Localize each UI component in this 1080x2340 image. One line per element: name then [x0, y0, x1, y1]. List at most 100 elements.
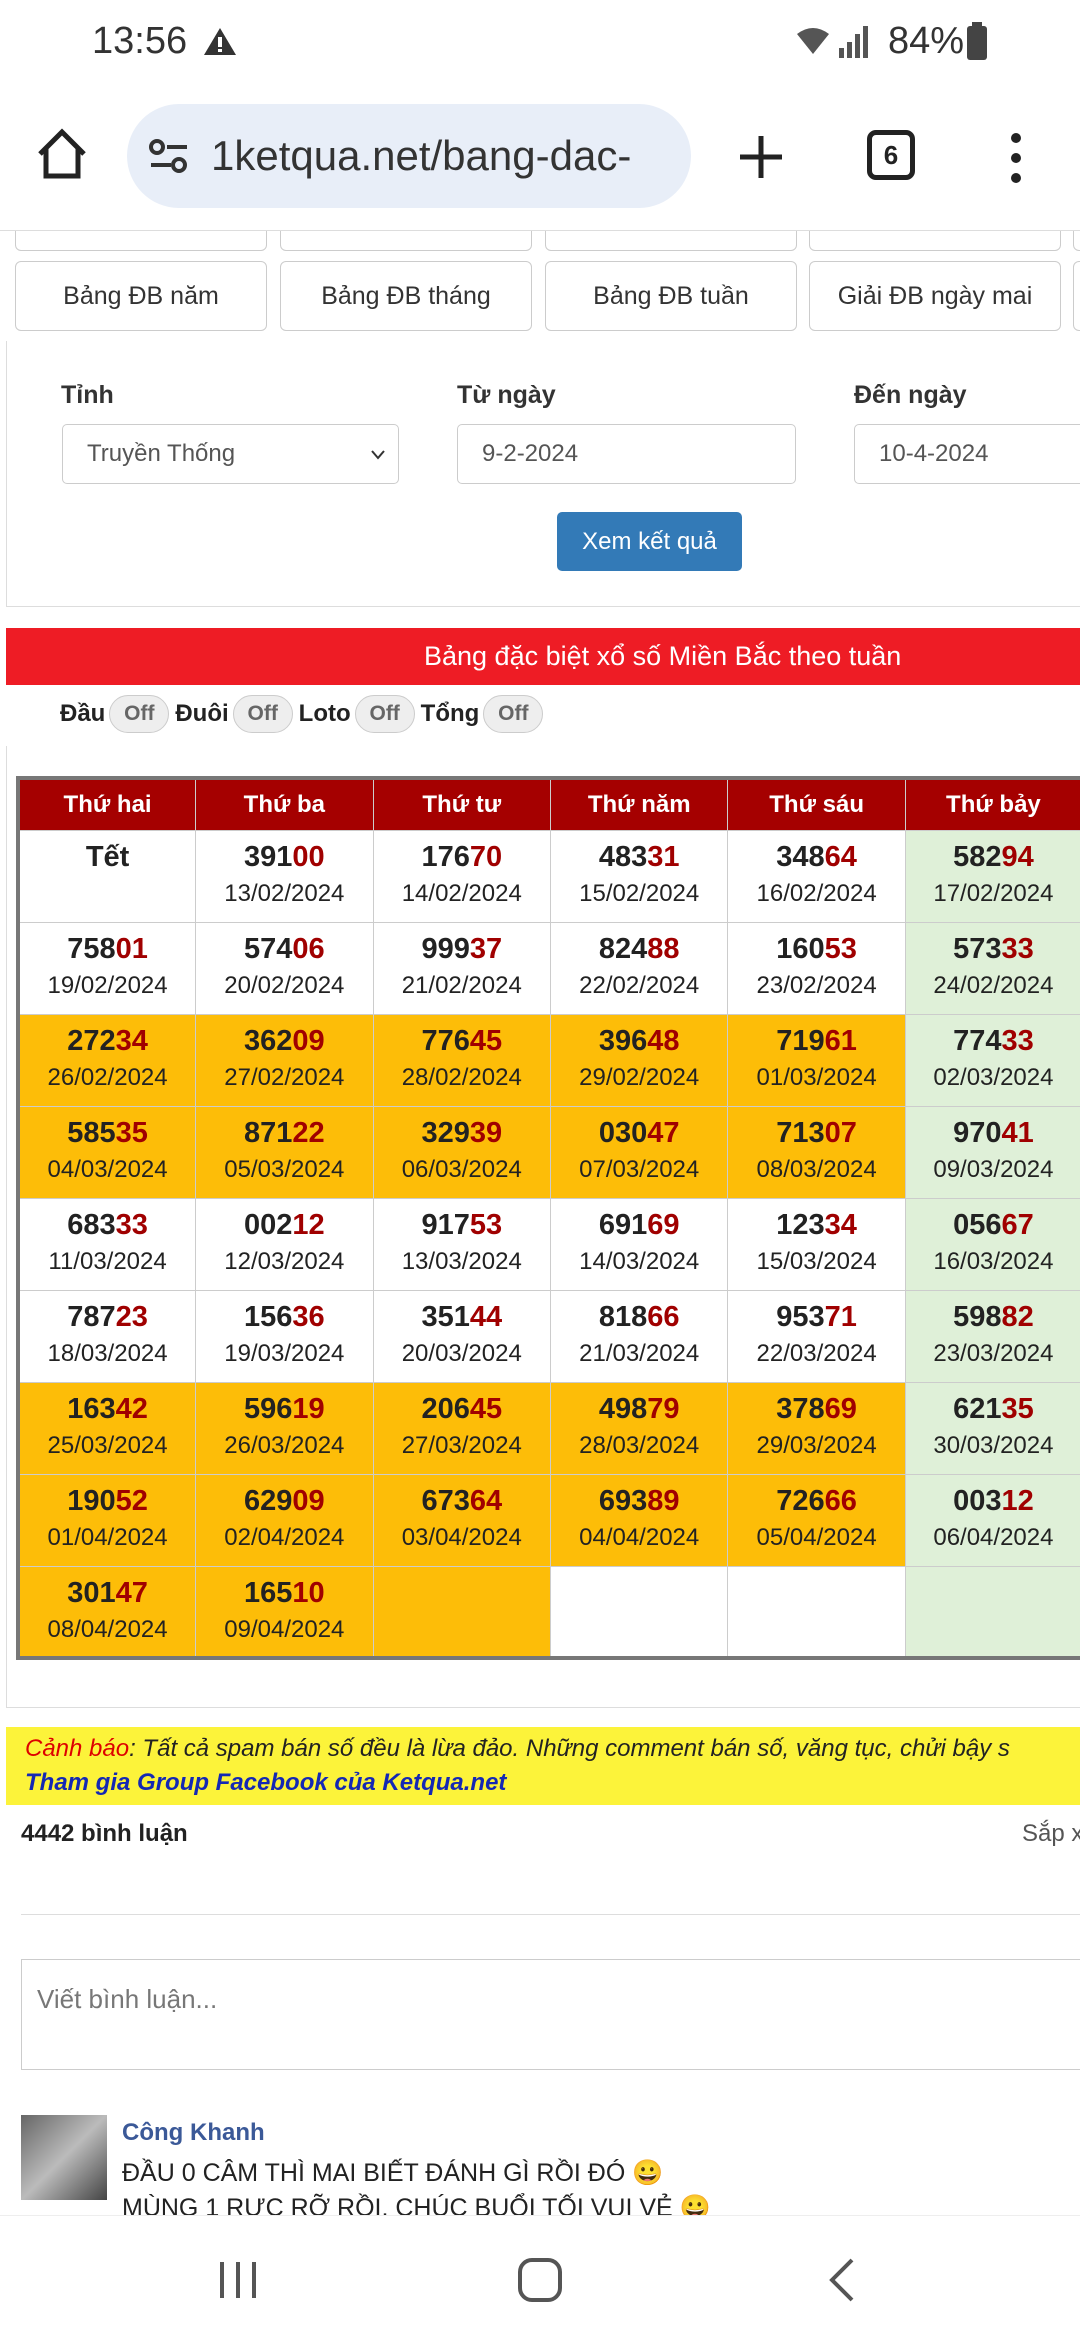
table-cell: 58535 04/03/2024 — [17, 1105, 197, 1199]
table-cell: 15636 19/03/2024 — [195, 1289, 374, 1383]
table-cell: 71961 01/03/2024 — [727, 1013, 906, 1107]
back-button[interactable] — [826, 2256, 856, 2304]
to-label: Đến ngày — [854, 381, 967, 409]
banner-title: Bảng đặc biệt xổ số Miền Bắc theo tuần — [6, 628, 1080, 685]
special-number: 59619 — [244, 1392, 325, 1425]
comment-input[interactable]: Viết bình luận... — [21, 1959, 1080, 2070]
menu-button[interactable] — [1006, 130, 1026, 186]
to-input[interactable]: 10-4-2024 — [854, 424, 1080, 484]
table-cell: 37869 29/03/2024 — [727, 1381, 906, 1475]
draw-date: 24/02/2024 — [933, 971, 1054, 999]
draw-date: 06/03/2024 — [401, 1155, 522, 1183]
battery: 84% — [888, 20, 965, 62]
table-cell: 00312 06/04/2024 — [904, 1473, 1080, 1567]
special-number: 12334 — [776, 1208, 857, 1241]
toggle-switch[interactable]: Off — [483, 695, 544, 733]
nav-button[interactable]: Bảng ĐB năm — [15, 261, 267, 331]
special-number: 20645 — [421, 1392, 503, 1425]
special-number: 39100 — [244, 840, 325, 873]
table-cell: 77645 28/02/2024 — [372, 1013, 551, 1107]
draw-date: 11/03/2024 — [48, 1247, 167, 1275]
special-number: 77645 — [421, 1024, 503, 1057]
special-number: 82488 — [598, 932, 680, 965]
draw-date: 22/02/2024 — [579, 971, 700, 999]
browser-bar: 1ketqua.net/bang-dac- 6 — [0, 82, 1080, 231]
nav-button-partial[interactable] — [1073, 231, 1080, 251]
table-cell: 17670 14/02/2024 — [372, 829, 551, 923]
draw-date: 26/03/2024 — [224, 1431, 345, 1459]
table-cell: 34864 16/02/2024 — [727, 829, 906, 923]
table-row: 58535 04/03/2024 87122 05/03/2024 32939 06/03… — [17, 1105, 1080, 1199]
from-input[interactable]: 9-2-2024 — [457, 424, 796, 484]
commenter-name[interactable]: Công Khanh — [122, 2119, 265, 2146]
facebook-link[interactable]: Tham gia Group Facebook của Ketqua.net — [25, 1769, 507, 1796]
system-nav-bar — [0, 2215, 1080, 2340]
avatar — [21, 2115, 107, 2200]
table-cell: 75801 19/02/2024 — [17, 921, 197, 1015]
draw-date: 25/03/2024 — [47, 1431, 168, 1459]
nav-button[interactable]: Bảng ĐB tháng — [280, 261, 532, 331]
home-button[interactable] — [34, 126, 90, 182]
province-label: Tỉnh — [61, 381, 114, 409]
toggle-label: Đuôi — [175, 700, 229, 727]
table-cell: 78723 18/03/2024 — [17, 1289, 197, 1383]
site-info-icon[interactable] — [149, 138, 189, 174]
draw-date: 21/03/2024 — [579, 1339, 700, 1367]
nav-button-partial[interactable] — [280, 231, 532, 251]
toggle-label: Loto — [298, 700, 351, 727]
table-cell: 67364 03/04/2024 — [372, 1473, 551, 1567]
warning-text: : Tất cả spam bán số đều là lừa đảo. Nhữ… — [129, 1735, 1010, 1762]
table-row: 27234 26/02/2024 36209 27/02/2024 77645 28/02… — [17, 1013, 1080, 1107]
nav-button-partial[interactable] — [15, 231, 267, 251]
table-cell: 97041 09/03/2024 — [904, 1105, 1080, 1199]
recents-button[interactable] — [216, 2258, 260, 2302]
table-cell: 12334 15/03/2024 — [727, 1197, 906, 1291]
column-header: Thứ bảy — [904, 777, 1080, 831]
table-cell — [904, 1565, 1080, 1659]
special-number: 75801 — [67, 932, 148, 965]
new-tab-button[interactable] — [738, 134, 784, 180]
table-row: 68333 11/03/2024 00212 12/03/2024 91753 13/03… — [17, 1197, 1080, 1291]
special-number: Tết — [85, 840, 130, 873]
home-nav-button[interactable] — [516, 2256, 564, 2304]
table-cell — [372, 1565, 551, 1659]
alert-icon — [204, 28, 236, 55]
table-cell: 72666 05/04/2024 — [727, 1473, 906, 1567]
special-number: 78723 — [67, 1300, 148, 1333]
warning: Cảnh báo: Tất cả spam bán số đều là lừa … — [6, 1727, 1080, 1805]
table-cell: 59882 23/03/2024 — [904, 1289, 1080, 1383]
column-header: Thứ tư — [372, 777, 551, 831]
nav-button-partial[interactable] — [809, 231, 1061, 251]
address-bar[interactable]: 1ketqua.net/bang-dac- — [127, 104, 691, 208]
special-number: 95371 — [776, 1300, 857, 1333]
toggle-switch[interactable]: Off — [354, 695, 415, 733]
toggle-switch[interactable]: Off — [232, 695, 293, 733]
submit-button[interactable]: Xem kết quả — [557, 512, 742, 571]
special-number: 58294 — [953, 840, 1034, 873]
special-number: 34864 — [776, 840, 857, 873]
special-number: 59882 — [953, 1300, 1034, 1333]
tab-count[interactable]: 6 — [867, 130, 915, 180]
draw-date: 08/03/2024 — [756, 1155, 877, 1183]
nav-button-partial[interactable] — [545, 231, 797, 251]
special-number: 00212 — [244, 1208, 325, 1241]
table-cell: 16342 25/03/2024 — [17, 1381, 197, 1475]
special-number: 39648 — [598, 1024, 680, 1057]
nav-button[interactable]: Giải ĐB ngày mai — [809, 261, 1061, 331]
table-cell: 81866 21/03/2024 — [549, 1289, 729, 1383]
special-number: 69169 — [598, 1208, 680, 1241]
special-number: 49879 — [598, 1392, 680, 1425]
sort-menu[interactable]: Sắp xếp — [1022, 1820, 1080, 1847]
special-number: 72666 — [776, 1484, 857, 1517]
nav-button-partial[interactable] — [1073, 261, 1080, 331]
special-number: 57406 — [244, 932, 325, 965]
table-cell: 03047 07/03/2024 — [549, 1105, 729, 1199]
toggle-switch[interactable]: Off — [109, 695, 170, 733]
nav-button[interactable]: Bảng ĐB tuần — [545, 261, 797, 331]
special-number: 16053 — [776, 932, 857, 965]
province-select[interactable]: Truyền Thống — [62, 424, 399, 484]
column-header: Thứ sáu — [727, 777, 906, 831]
table-row: 30147 08/04/2024 16510 09/04/2024 — [17, 1565, 1080, 1659]
special-number: 17670 — [421, 840, 503, 873]
table-row: Tết 39100 13/02/2024 17670 14/02/2024 48331 15… — [17, 829, 1080, 923]
